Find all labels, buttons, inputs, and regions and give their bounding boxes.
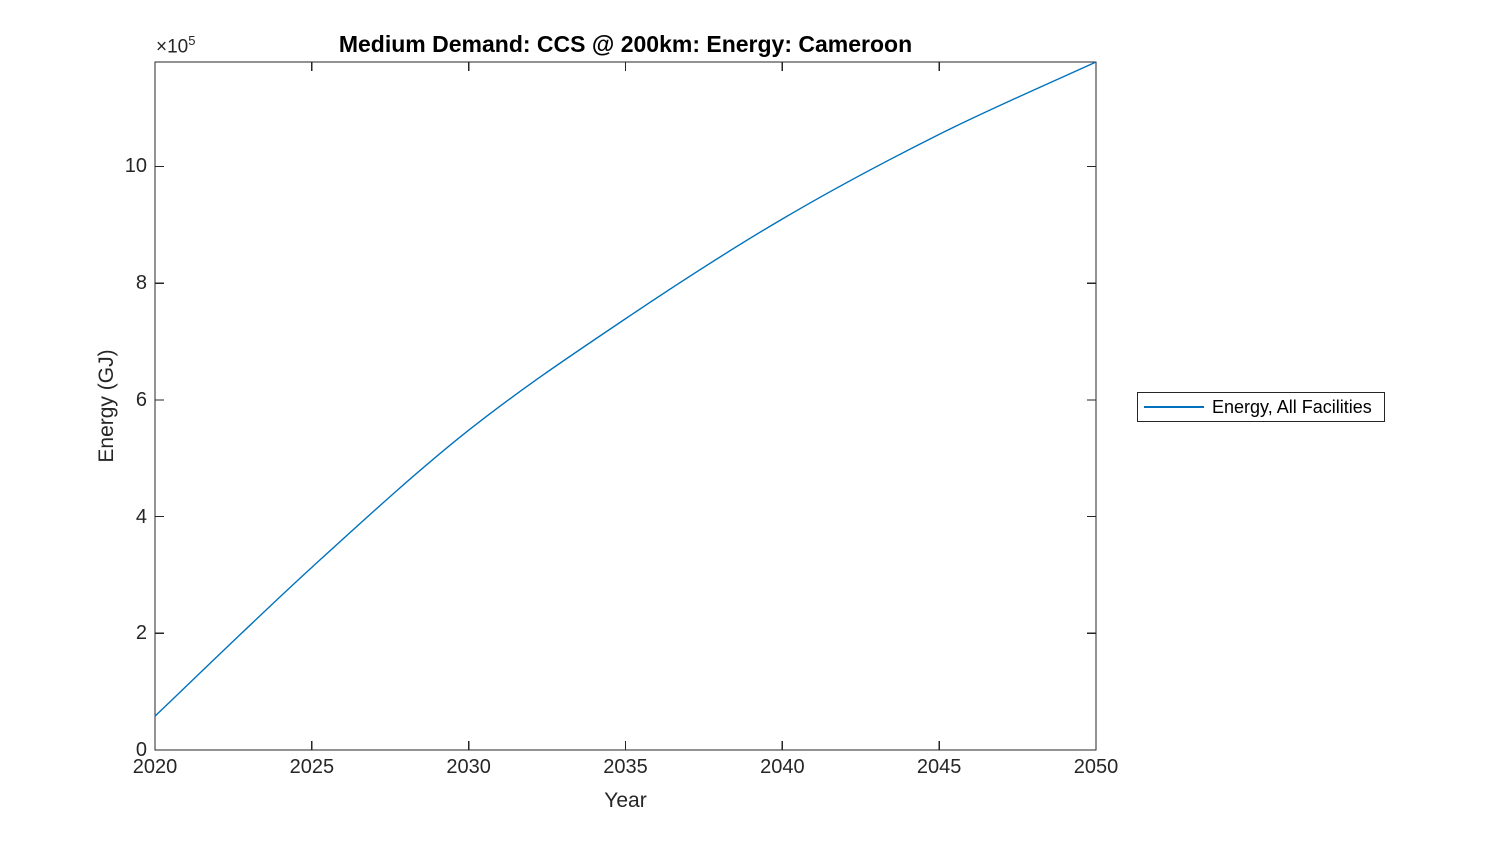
y-tick-label: 8: [135, 272, 147, 295]
legend-entry-label: Energy, All Facilities: [1212, 396, 1372, 417]
axes-box: [154, 61, 1097, 751]
series-line: [154, 61, 1097, 717]
x-tick-label: 2040: [760, 756, 805, 778]
x-tick-label: 2035: [603, 756, 648, 778]
x-axis-label: Year: [604, 789, 647, 812]
y-tick-label: 4: [135, 505, 147, 528]
legend-box: Energy, All Facilities: [1137, 392, 1385, 422]
chart-title: Medium Demand: CCS @ 200km: Energy: Came…: [338, 31, 913, 57]
y-axis-multiplier-base: ×10: [156, 36, 189, 58]
y-axis-multiplier: ×105: [156, 33, 195, 58]
x-tick-label: 2045: [916, 756, 962, 778]
y-tick-label: 2: [135, 622, 147, 645]
x-tick-label: 2030: [446, 756, 491, 778]
y-axis-multiplier-exponent: 5: [188, 33, 196, 48]
y-tick-label: 0: [135, 739, 147, 761]
y-tick-label: 6: [135, 388, 147, 411]
x-tick-label: 2025: [289, 756, 335, 778]
y-tick-label: 10: [124, 155, 147, 178]
x-tick-label: 2020: [132, 756, 178, 778]
legend-line-sample: [1144, 406, 1204, 408]
x-tick-label: 2050: [1073, 756, 1119, 778]
